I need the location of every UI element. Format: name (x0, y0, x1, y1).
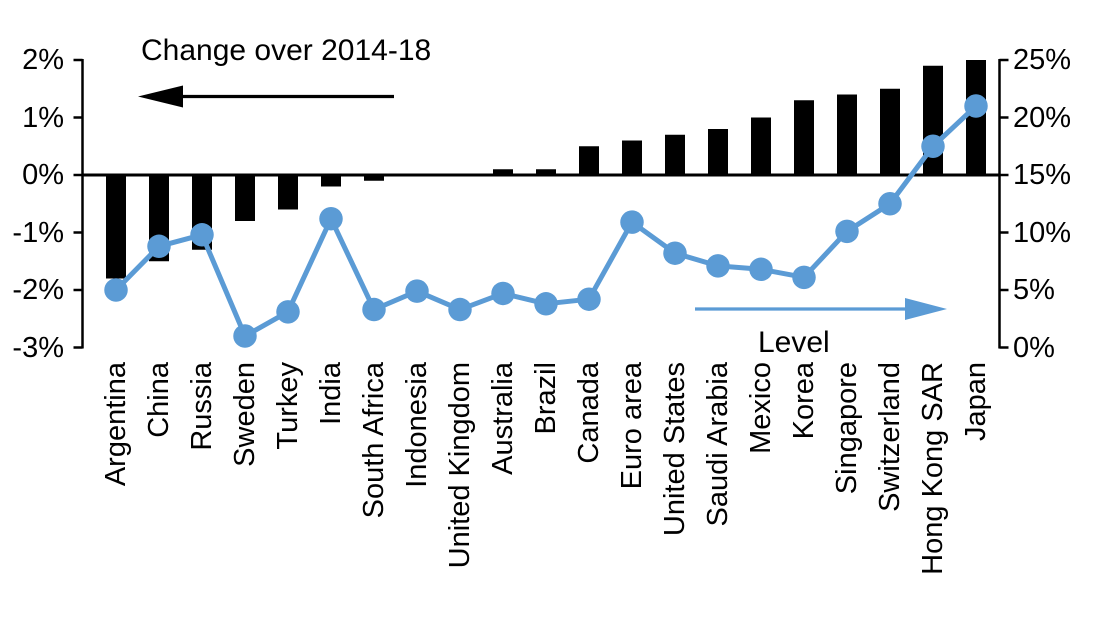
bar-series-layer (106, 60, 986, 279)
x-axis-label: Singapore (831, 362, 863, 495)
bar (794, 100, 814, 175)
x-axis-label: Korea (788, 362, 820, 440)
x-axis-label: Euro area (616, 362, 648, 490)
level-dot (921, 134, 945, 158)
right-axis-tick-label: 20% (1013, 101, 1072, 134)
level-arrow-right (695, 298, 947, 320)
x-axis-label: Saudi Arabia (702, 362, 734, 527)
x-axis-label: Hong Kong SAR (917, 362, 949, 575)
level-dot (104, 278, 128, 302)
level-dot (749, 257, 773, 282)
bar (106, 175, 126, 279)
level-dot (577, 287, 601, 311)
bar (278, 175, 298, 210)
right-axis-tick-label: 5% (1013, 274, 1055, 306)
bar (579, 146, 599, 175)
x-axis-label: Australia (487, 362, 519, 475)
right-axis-tick-label: 0% (1013, 331, 1055, 364)
level-dot (663, 241, 687, 265)
x-axis-label: Sweden (229, 362, 261, 467)
right-axis-tick-label: 25% (1013, 44, 1072, 76)
bar (751, 117, 771, 175)
left-axis-tick-label: 0% (22, 159, 64, 191)
level-dot (362, 297, 386, 322)
level-dot (491, 281, 515, 306)
x-axis-label: Mexico (745, 362, 777, 454)
x-axis-label: India (315, 362, 347, 425)
chart-title: Change over 2014-18 (141, 34, 432, 67)
x-axis-label: Argentina (100, 362, 132, 487)
level-dot (319, 206, 343, 231)
level-arrow-head-icon (905, 298, 947, 320)
bar (708, 129, 728, 175)
level-dot (878, 192, 902, 216)
bar (665, 134, 685, 175)
change-arrow-head-icon (138, 85, 183, 108)
level-dot (534, 292, 558, 316)
bar (364, 175, 384, 181)
x-axis-label: Indonesia (401, 362, 433, 488)
x-axis-label: South Africa (358, 362, 390, 519)
level-dot (448, 297, 472, 322)
left-axis-tick-label: 1% (22, 101, 64, 134)
bar (622, 140, 642, 175)
level-dot (964, 94, 988, 118)
x-axis-label: Russia (186, 362, 218, 451)
x-axis-label: United States (659, 362, 691, 537)
change-arrow-left (138, 85, 394, 108)
right-axis-tick-label: 10% (1013, 216, 1072, 249)
level-series-label: Level (758, 326, 830, 359)
level-dot (276, 300, 300, 324)
bar (536, 169, 556, 175)
level-dot (190, 223, 214, 247)
left-axis-tick-label: -1% (12, 216, 64, 249)
bar (235, 175, 255, 221)
x-axis-label: Canada (573, 362, 605, 464)
level-dot (706, 254, 730, 278)
right-axis-tick-label: 15% (1013, 159, 1072, 191)
level-dot (792, 265, 816, 290)
level-dot (620, 210, 644, 234)
x-axis-label: Japan (960, 362, 992, 442)
x-axis-label: Turkey (272, 362, 304, 450)
bar (837, 94, 857, 175)
level-dot (233, 324, 257, 348)
x-axis-label: China (143, 362, 175, 438)
line-series-layer (104, 94, 988, 348)
x-axis-label: Switzerland (874, 362, 906, 512)
left-axis-tick-label: -3% (12, 331, 64, 364)
left-axis-tick-label: 2% (22, 44, 64, 76)
level-dot (405, 279, 429, 303)
bar (321, 175, 341, 187)
bar (493, 169, 513, 175)
level-dot (835, 219, 859, 244)
x-axis-label: United Kingdom (444, 362, 476, 569)
left-axis-tick-label: -2% (12, 274, 64, 306)
x-axis-label: Brazil (530, 362, 562, 435)
level-dot (147, 234, 171, 259)
bar (880, 88, 900, 175)
